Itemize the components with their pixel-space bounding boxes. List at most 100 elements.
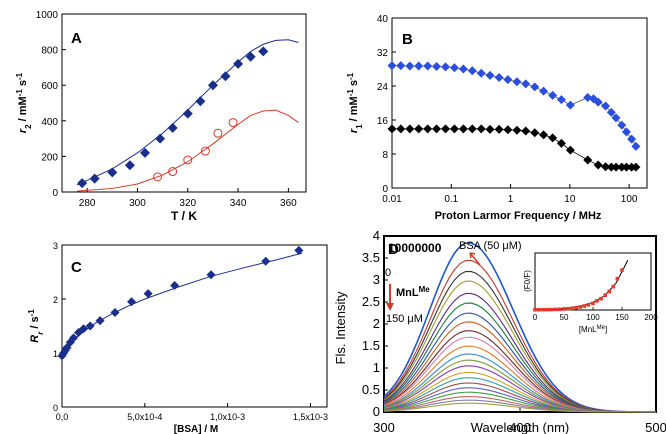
- panel-b-letter: B: [402, 31, 413, 48]
- panel-b: B 0.01 0.1 1 10 100 0 8 16 24 32 40 Proton Larmor…: [346, 14, 648, 222]
- inset-point: [545, 307, 549, 312]
- data-point: [110, 308, 120, 317]
- data-point: [621, 162, 631, 172]
- data-point: [77, 178, 88, 189]
- panel-c-y-ticks: 0 1 2 3: [53, 241, 66, 413]
- inset-x-label: [MnLMe]: [579, 325, 607, 334]
- x-tick-label: 0.1: [444, 194, 458, 205]
- panel-b-frame: [391, 17, 648, 189]
- data-point: [441, 62, 451, 72]
- panel-a-x-ticks: 280 300 320 340 360: [79, 188, 297, 209]
- data-point: [593, 160, 603, 170]
- series-line: [392, 128, 636, 168]
- panel-d-ligand-sup: Me: [419, 285, 431, 294]
- y-tick-label: 1.5: [362, 338, 380, 353]
- data-point: [405, 124, 415, 134]
- data-point: [183, 155, 193, 165]
- data-point: [107, 167, 118, 178]
- inset-point: [541, 307, 545, 312]
- inset-point: [615, 276, 620, 281]
- y-tick-label: 0.5: [362, 382, 380, 397]
- y-tick-label: 400: [41, 117, 58, 128]
- data-point: [611, 162, 621, 172]
- panel-c-y-label-unit: / s: [29, 316, 41, 331]
- inset-x-tick-label: 50: [560, 313, 569, 322]
- data-point: [449, 124, 459, 134]
- data-point: [155, 133, 166, 144]
- panel-d-end-label: 150 μM: [386, 313, 423, 325]
- data-point: [170, 281, 180, 290]
- data-point: [85, 321, 95, 331]
- y-tick-label: 0: [53, 403, 58, 413]
- data-point: [512, 77, 522, 87]
- panel-d: 10000000 D 300 400 500 00.511.522.533.54 B…: [333, 228, 666, 434]
- y-tick-label: 2: [373, 316, 380, 331]
- y-tick-label: 24: [377, 82, 389, 93]
- inset-point: [586, 303, 591, 307]
- panel-d-start-label: 0: [385, 267, 391, 279]
- panel-a-y-label-sup2: -1: [15, 72, 24, 80]
- y-tick-label: 200: [41, 152, 58, 163]
- x-tick-label: 0,0: [56, 412, 69, 422]
- panel-c-x-label: [BSA] / M: [174, 424, 218, 434]
- panel-d-letter: D: [388, 241, 399, 258]
- data-point: [396, 61, 406, 71]
- data-point: [503, 75, 513, 85]
- panel-d-y-ticks: 0 0.5 1 1.5 2 2.5 3 3.5 4: [362, 228, 388, 419]
- data-point: [195, 96, 206, 107]
- data-point: [494, 124, 504, 134]
- panel-d-ligand-name: MnL: [396, 287, 419, 299]
- panel-b-x-label: Proton Larmor Frequency / MHz: [435, 210, 602, 222]
- data-point: [233, 58, 244, 69]
- panel-a-letter: A: [71, 30, 82, 47]
- y-tick-label: 16: [377, 116, 389, 127]
- data-point: [200, 146, 210, 156]
- x-tick-label: 0.01: [382, 194, 402, 205]
- data-point: [261, 256, 271, 266]
- data-point: [565, 145, 575, 155]
- panel-a-y-label-unit2: s: [17, 80, 29, 89]
- data-point: [414, 61, 424, 71]
- y-tick-label: 0: [52, 188, 58, 199]
- data-point: [467, 124, 477, 134]
- inset-point: [582, 304, 587, 308]
- panel-d-y-scale: 10000000: [388, 241, 442, 255]
- panel-a-x-label: T / K: [171, 209, 197, 223]
- panel-a: A 280 300 320 340 360 0 200 400 600 800 1000 T / …: [15, 10, 307, 223]
- inset-point: [549, 307, 554, 312]
- data-point: [432, 124, 442, 134]
- panel-b-y-label-sup2: -1: [346, 72, 355, 80]
- data-point: [423, 61, 433, 71]
- data-point: [476, 68, 486, 78]
- y-tick-label: 3.5: [362, 250, 380, 265]
- x-tick-label: 1,0x10-3: [210, 412, 245, 422]
- data-point: [228, 118, 238, 128]
- data-point: [601, 162, 611, 172]
- data-point: [143, 289, 153, 299]
- inset-x-tick-label: 200: [644, 313, 658, 322]
- data-point: [548, 90, 558, 100]
- data-point: [182, 108, 193, 119]
- x-tick-label: 300: [129, 198, 146, 209]
- x-tick-label: 400: [509, 420, 531, 434]
- data-point: [458, 64, 468, 74]
- x-tick-label: 1,5x10-3: [293, 412, 328, 422]
- data-point: [206, 270, 216, 280]
- spectrum-line: [383, 402, 657, 413]
- data-point: [167, 122, 178, 133]
- x-tick-label: 500: [645, 420, 666, 434]
- data-point: [503, 125, 513, 135]
- inset-point: [578, 305, 583, 309]
- data-point: [556, 95, 566, 105]
- panel-b-y-label: r1 / mM-1 s-1: [346, 72, 364, 133]
- data-point: [485, 70, 495, 80]
- data-point: [556, 138, 566, 148]
- y-tick-label: 3: [373, 272, 380, 287]
- y-tick-label: 2.5: [362, 294, 380, 309]
- panel-d-inset: 0 50 100 150 200 [MnLMe] (F0/F): [523, 252, 658, 334]
- data-point: [617, 120, 627, 130]
- data-point: [220, 71, 231, 82]
- inset-point: [553, 307, 558, 312]
- panel-a-y-label-sup1: -1: [15, 89, 24, 97]
- y-tick-label: 40: [377, 14, 389, 25]
